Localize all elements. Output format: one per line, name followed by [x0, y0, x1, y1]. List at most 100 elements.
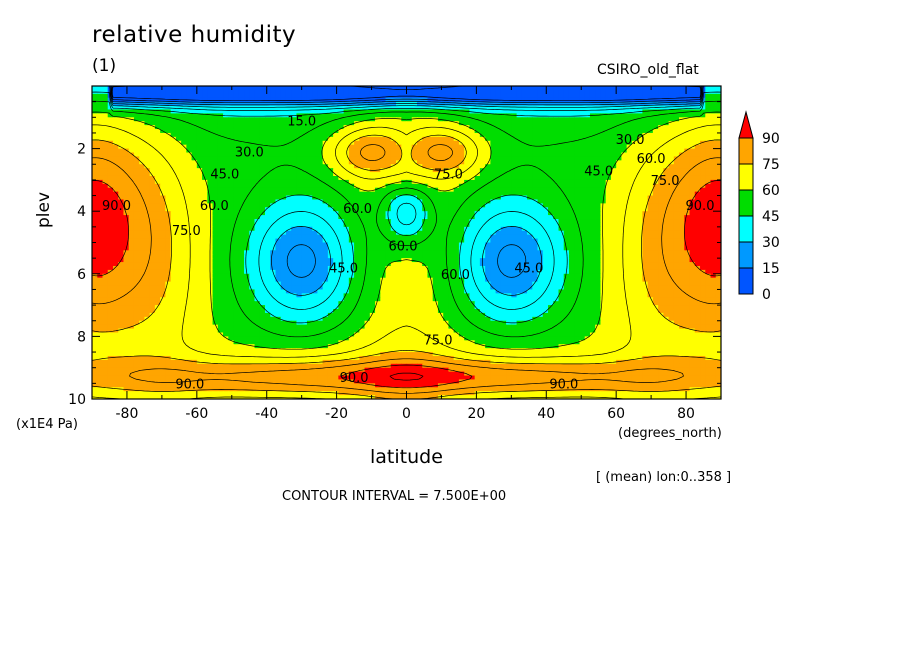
field-cell	[458, 183, 465, 189]
field-cell	[542, 175, 549, 181]
field-cell	[359, 238, 366, 244]
field-cell	[275, 144, 282, 150]
field-cell	[97, 156, 104, 161]
field-cell	[217, 160, 224, 165]
field-cell	[553, 152, 560, 158]
field-cell	[107, 172, 114, 177]
field-cell	[474, 242, 481, 248]
field-cell	[490, 215, 497, 220]
field-cell	[306, 86, 313, 91]
field-cell	[626, 132, 633, 138]
field-cell	[600, 242, 607, 248]
field-cell	[354, 160, 360, 165]
field-cell	[600, 144, 607, 150]
field-cell	[668, 238, 675, 244]
field-cell	[233, 152, 240, 158]
field-cell	[202, 101, 208, 107]
field-cell	[207, 109, 214, 114]
field-cell	[689, 121, 696, 126]
field-cell	[270, 121, 277, 126]
field-cell	[196, 93, 203, 99]
field-cell	[553, 199, 560, 204]
field-cell	[92, 113, 98, 118]
field-cell	[464, 191, 470, 197]
field-cell	[427, 187, 434, 193]
field-cell	[511, 148, 518, 154]
field-cell	[448, 211, 455, 216]
field-cell	[233, 187, 240, 193]
field-cell	[396, 195, 402, 201]
field-cell	[532, 117, 539, 122]
field-cell	[626, 140, 633, 146]
field-cell	[343, 172, 350, 177]
field-cell	[133, 234, 140, 240]
field-cell	[154, 160, 161, 165]
field-cell	[296, 195, 303, 201]
field-cell	[464, 93, 470, 99]
field-cell	[563, 129, 570, 134]
field-cell	[705, 207, 712, 212]
field-cell	[306, 89, 313, 95]
field-cell	[490, 156, 497, 161]
field-cell	[343, 109, 350, 114]
field-cell	[715, 172, 721, 177]
field-cell	[579, 97, 586, 103]
field-cell	[637, 144, 643, 150]
field-cell	[516, 144, 523, 150]
field-cell	[479, 125, 486, 130]
field-cell	[191, 183, 198, 189]
field-cell	[280, 97, 287, 103]
field-cell	[301, 234, 308, 240]
field-cell	[343, 144, 350, 150]
field-cell	[516, 230, 523, 236]
field-cell	[700, 105, 706, 111]
field-cell	[364, 246, 371, 251]
field-cell	[642, 86, 649, 91]
field-cell	[527, 93, 533, 99]
field-cell	[432, 230, 439, 236]
field-cell	[327, 89, 334, 95]
field-cell	[327, 230, 334, 236]
field-cell	[390, 97, 397, 103]
field-cell	[432, 219, 439, 224]
field-cell	[149, 187, 156, 193]
field-cell	[490, 226, 497, 232]
field-cell	[133, 219, 140, 224]
field-cell	[196, 195, 203, 201]
field-cell	[275, 230, 282, 236]
field-cell	[170, 121, 177, 126]
field-cell	[238, 234, 245, 240]
field-cell	[416, 125, 423, 130]
field-cell	[285, 121, 292, 126]
field-cell	[280, 164, 287, 169]
field-cell	[396, 168, 402, 173]
field-cell	[574, 172, 581, 177]
field-cell	[285, 164, 292, 169]
field-cell	[574, 136, 581, 142]
field-cell	[364, 172, 371, 177]
field-cell	[637, 105, 643, 111]
field-cell	[154, 97, 161, 103]
field-cell	[244, 117, 250, 122]
field-cell	[637, 222, 643, 228]
field-cell	[338, 132, 345, 138]
field-cell	[537, 199, 544, 204]
field-cell	[396, 222, 402, 228]
field-cell	[317, 226, 324, 232]
field-cell	[259, 172, 266, 177]
field-cell	[532, 86, 539, 91]
field-cell	[102, 97, 109, 103]
field-cell	[705, 140, 712, 146]
field-cell	[160, 226, 166, 232]
field-cell	[181, 105, 187, 111]
field-cell	[610, 242, 617, 248]
field-cell	[411, 164, 418, 169]
field-cell	[621, 175, 628, 181]
field-cell	[610, 203, 617, 208]
field-cell	[521, 203, 528, 208]
field-cell	[532, 238, 539, 244]
field-cell	[170, 175, 177, 181]
field-cell	[212, 132, 219, 138]
field-cell	[479, 168, 486, 173]
field-cell	[202, 203, 208, 208]
